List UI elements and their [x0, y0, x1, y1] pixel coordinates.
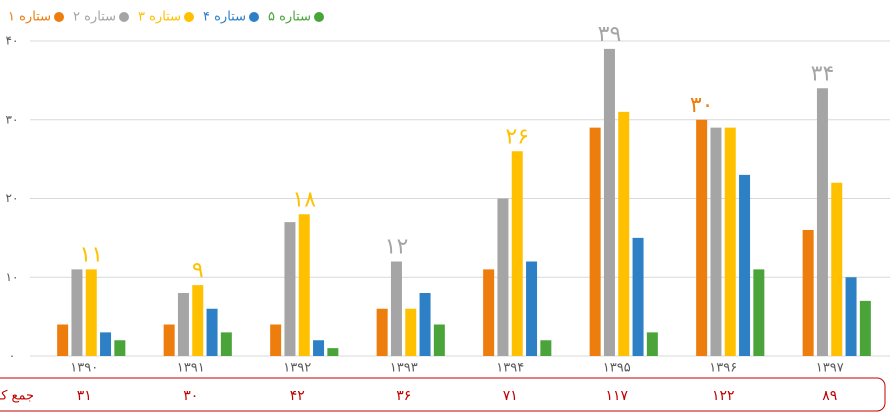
bar — [497, 198, 509, 356]
bar — [177, 293, 189, 356]
bar — [696, 119, 708, 356]
data-label: ۹ — [192, 258, 204, 283]
bar — [802, 230, 814, 356]
bar — [859, 300, 871, 356]
x-tick-label: ۱۳۹۶ — [709, 361, 737, 376]
x-tick-label: ۱۳۹۵ — [603, 361, 631, 376]
totals-box — [0, 377, 886, 412]
y-tick-label: ۲۰ — [6, 191, 19, 205]
bar — [603, 48, 615, 356]
total-value: ۱۲۲ — [712, 388, 735, 404]
bar — [284, 222, 296, 356]
data-label: ۲۶ — [505, 124, 529, 149]
legend-label: ۱ ستاره — [8, 10, 51, 25]
total-value: ۴۲ — [290, 388, 305, 404]
legend-marker — [54, 12, 64, 22]
bar — [526, 261, 538, 356]
bar — [163, 324, 175, 356]
data-label: ۱۸ — [292, 187, 316, 212]
bar — [540, 340, 552, 356]
bar — [831, 182, 843, 356]
bar — [57, 324, 69, 356]
total-value: ۳۰ — [183, 388, 198, 404]
totals-label: جمع کل — [0, 389, 34, 404]
legend-label: ۲ ستاره — [73, 10, 116, 25]
data-label: ۳۴ — [811, 61, 835, 86]
data-label: ۳۰ — [690, 93, 714, 118]
bar — [192, 285, 204, 356]
data-label: ۱۲ — [385, 235, 409, 260]
bar — [845, 277, 857, 356]
bar — [589, 127, 601, 356]
bar — [618, 111, 630, 356]
bar — [483, 269, 495, 356]
bar — [753, 269, 765, 356]
legend-marker — [314, 12, 324, 22]
y-tick-label: ۳۰ — [6, 112, 19, 126]
y-tick-label: ۰ — [9, 349, 15, 363]
bar — [114, 340, 126, 356]
x-tick-label: ۱۳۹۲ — [283, 361, 311, 376]
bar — [206, 308, 218, 356]
bar — [85, 269, 97, 356]
bar — [710, 127, 722, 356]
total-value: ۷۱ — [503, 388, 518, 404]
legend-marker — [249, 12, 259, 22]
bar — [724, 127, 736, 356]
bar — [390, 261, 402, 356]
bar — [419, 293, 431, 356]
bar — [739, 174, 751, 356]
x-tick-label: ۱۳۹۴ — [496, 361, 524, 376]
y-tick-label: ۴۰ — [6, 34, 19, 48]
bar — [100, 332, 112, 356]
x-tick-label: ۱۳۹۷ — [816, 361, 844, 376]
legend-marker — [184, 12, 194, 22]
bar — [646, 332, 658, 356]
legend-label: ۴ ستاره — [203, 10, 246, 25]
bar — [816, 88, 828, 356]
bar — [270, 324, 282, 356]
bar — [298, 214, 310, 356]
data-label: ۳۹ — [598, 22, 622, 47]
legend-marker — [119, 12, 129, 22]
bar — [433, 324, 445, 356]
bar — [405, 308, 417, 356]
data-label: ۱۱ — [79, 242, 103, 267]
total-value: ۳۶ — [396, 388, 411, 404]
bar — [71, 269, 83, 356]
x-tick-label: ۱۳۹۰ — [70, 361, 98, 376]
bar — [511, 151, 523, 356]
y-tick-label: ۱۰ — [6, 270, 19, 284]
bar — [220, 332, 232, 356]
bar — [632, 237, 644, 356]
legend-label: ۵ ستاره — [268, 10, 311, 25]
total-value: ۱۱۷ — [605, 388, 628, 404]
total-value: ۸۹ — [822, 388, 837, 404]
bar — [376, 308, 388, 356]
x-tick-label: ۱۳۹۱ — [177, 361, 205, 376]
total-value: ۳۱ — [77, 388, 92, 404]
bar — [327, 348, 339, 356]
bar — [313, 340, 325, 356]
x-tick-label: ۱۳۹۳ — [390, 361, 418, 376]
legend-label: ۳ ستاره — [138, 10, 181, 25]
